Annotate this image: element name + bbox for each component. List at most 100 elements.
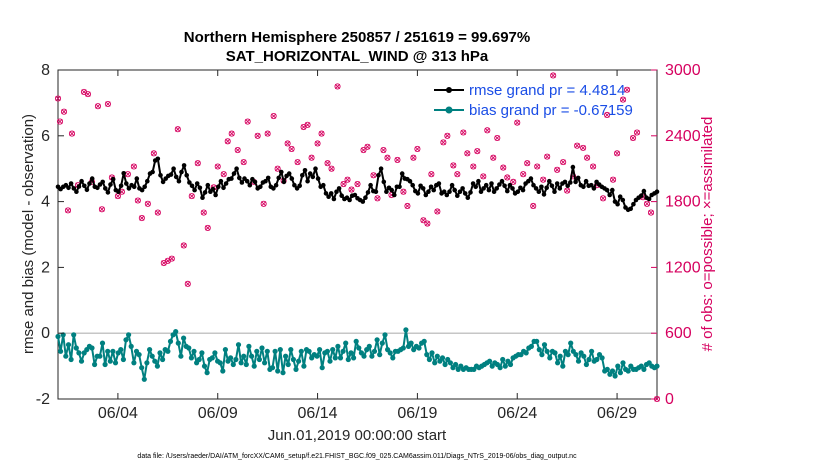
rmse-point bbox=[373, 189, 379, 194]
obs-assimilated-marker bbox=[434, 208, 440, 215]
obs-possible-marker bbox=[384, 154, 391, 161]
rmse-point bbox=[470, 181, 476, 186]
obs-possible-marker bbox=[490, 154, 497, 161]
rmse-point bbox=[565, 183, 570, 189]
rmse-point bbox=[507, 182, 513, 188]
obs-possible-marker bbox=[584, 154, 591, 161]
bias-point bbox=[92, 361, 98, 368]
obs-possible-marker bbox=[550, 72, 557, 79]
rmse-point bbox=[247, 182, 253, 188]
obs-possible-marker bbox=[234, 147, 241, 154]
rmse-point bbox=[116, 189, 121, 194]
obs-assimilated-marker bbox=[85, 91, 91, 97]
rmse-point bbox=[410, 182, 416, 188]
right-axis-ticks: 0 600 1200 1800 2400 3000 bbox=[651, 62, 701, 408]
rmse-point bbox=[554, 181, 560, 186]
obs-assimilated-marker bbox=[175, 126, 181, 132]
obs-possible-marker bbox=[444, 132, 451, 139]
rmse-point bbox=[223, 181, 229, 186]
obs-assimilated-marker bbox=[344, 177, 351, 183]
rmse-point bbox=[197, 185, 203, 191]
bias-point bbox=[222, 347, 228, 353]
obs-possible-marker bbox=[180, 242, 187, 249]
rmse-point bbox=[131, 184, 137, 190]
rmse-point bbox=[302, 168, 308, 173]
bias-point bbox=[186, 345, 192, 351]
bias-point bbox=[620, 360, 626, 366]
rmse-point bbox=[258, 184, 263, 190]
bias-point bbox=[173, 329, 179, 335]
obs-assimilated-marker bbox=[215, 163, 221, 170]
obs-possible-marker bbox=[474, 148, 481, 155]
left-axis-ticks: -2 0 2 4 6 8 bbox=[36, 62, 64, 408]
bias-point bbox=[233, 356, 239, 363]
obs-possible-marker bbox=[604, 111, 611, 119]
rmse-point bbox=[121, 171, 126, 176]
bias-point bbox=[369, 353, 375, 359]
obs-possible-marker bbox=[480, 173, 487, 180]
bias-point bbox=[528, 343, 535, 349]
rmse-point bbox=[68, 181, 74, 186]
rmse-point bbox=[158, 173, 163, 178]
bias-point bbox=[330, 347, 336, 353]
bias-point bbox=[167, 338, 174, 344]
obs-possible-marker bbox=[504, 174, 511, 181]
bias-point bbox=[335, 343, 341, 349]
obs-assimilated-marker bbox=[334, 83, 341, 90]
bias-point bbox=[497, 365, 503, 371]
obs-assimilated-marker bbox=[354, 181, 361, 187]
bias-point bbox=[58, 348, 64, 354]
bias-point bbox=[447, 360, 453, 366]
obs-possible-marker bbox=[400, 188, 407, 195]
obs-assimilated-marker bbox=[55, 95, 61, 102]
y-tick-label: 6 bbox=[41, 128, 50, 145]
obs-assimilated-marker bbox=[65, 207, 71, 213]
rmse-point bbox=[615, 201, 620, 207]
obs-possible-marker bbox=[150, 150, 157, 157]
bias-point bbox=[641, 366, 647, 372]
obs-assimilated-marker bbox=[424, 220, 431, 227]
obs-assimilated-marker bbox=[348, 186, 355, 193]
x-tick-label: 06/24 bbox=[497, 405, 537, 422]
bias-point bbox=[264, 348, 270, 354]
rmse-point bbox=[544, 185, 549, 191]
rmse-point bbox=[436, 181, 442, 186]
obs-possible-marker bbox=[60, 108, 68, 115]
bias-point bbox=[502, 363, 508, 369]
obs-possible-marker bbox=[288, 145, 295, 153]
rmse-point bbox=[452, 187, 458, 193]
bias-point bbox=[209, 355, 215, 361]
obs-possible-marker bbox=[560, 159, 567, 166]
rmse-point bbox=[502, 183, 507, 189]
y-tick-label: 0 bbox=[41, 325, 50, 342]
rmse-point bbox=[326, 194, 331, 199]
rmse-point bbox=[562, 179, 568, 185]
obs-possible-marker bbox=[624, 86, 631, 93]
bias-point bbox=[426, 356, 432, 363]
bias-point bbox=[351, 355, 357, 361]
bias-point bbox=[390, 355, 396, 361]
x-tick-label: 06/29 bbox=[597, 405, 637, 422]
obs-possible-marker bbox=[470, 163, 477, 170]
bias-point bbox=[555, 360, 561, 366]
bias-point bbox=[298, 348, 304, 354]
rmse-point bbox=[307, 171, 313, 176]
rmse-point bbox=[84, 187, 90, 193]
obs-assimilated-marker bbox=[235, 147, 241, 153]
bias-point bbox=[421, 338, 427, 344]
bias-point bbox=[379, 340, 385, 346]
bias-point bbox=[523, 350, 529, 356]
obs-assimilated-marker bbox=[340, 181, 347, 187]
rmse-point bbox=[531, 182, 536, 188]
chart-title: Northern Hemisphere 250857 / 251619 = 99… bbox=[184, 29, 530, 46]
rmse-point bbox=[654, 189, 660, 194]
obs-possible-marker bbox=[260, 200, 267, 207]
obs-possible-marker bbox=[328, 165, 335, 172]
y-axis-label: rmse and bias (model - observation) bbox=[20, 114, 37, 354]
rmse-point bbox=[124, 181, 129, 186]
obs-assimilated-marker bbox=[534, 163, 540, 170]
obs-assimilated-marker bbox=[410, 155, 417, 161]
obs-possible-marker bbox=[144, 200, 151, 207]
rmse-point bbox=[549, 183, 555, 189]
